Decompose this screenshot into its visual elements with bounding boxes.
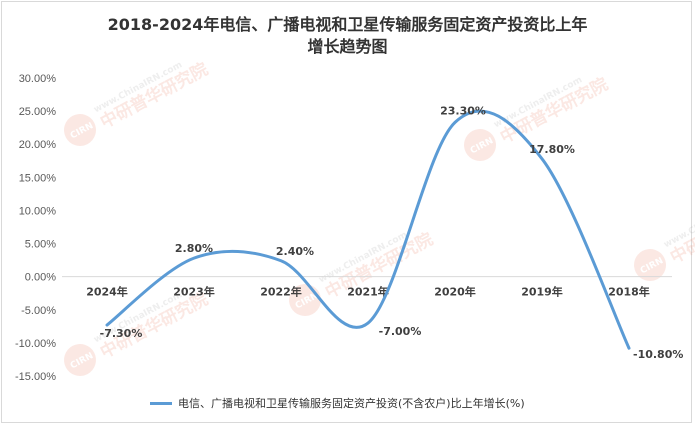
watermark-logo-icon <box>464 129 496 161</box>
chart-title-line2: 增长趋势图 <box>307 37 388 56</box>
data-label: 23.30% <box>440 104 486 117</box>
x-tick-label: 2018年 <box>608 285 650 299</box>
data-label: 17.80% <box>529 143 575 156</box>
data-label: -10.80% <box>633 348 683 361</box>
y-tick-label: -15.00% <box>15 371 56 383</box>
x-tick-label: 2019年 <box>521 285 563 299</box>
watermark-logo-icon <box>634 249 666 281</box>
y-tick-label: 20.00% <box>19 139 57 151</box>
data-label: 2.40% <box>276 245 314 258</box>
series-line <box>105 109 631 350</box>
y-tick-label: 15.00% <box>19 172 57 184</box>
y-tick-label: -10.00% <box>15 338 56 350</box>
watermark-logo-icon <box>64 344 96 376</box>
watermark-logo-icon <box>64 114 96 146</box>
y-tick-label: -5.00% <box>21 305 56 317</box>
legend-swatch <box>150 401 172 405</box>
data-label: -7.00% <box>379 325 422 338</box>
x-tick-label: 2020年 <box>434 285 476 299</box>
chart-title-line1: 2018-2024年电信、广播电视和卫星传输服务固定资产投资比上年 <box>107 15 588 34</box>
y-tick-label: 5.00% <box>25 239 56 251</box>
y-tick-label: 0.00% <box>25 272 56 284</box>
x-tick-label: 2024年 <box>86 285 128 299</box>
data-label: -7.30% <box>100 327 143 340</box>
data-labels: -7.30% 2.80% 2.40% -7.00% 23.30% 17.80% -10.80… <box>100 104 684 361</box>
y-tick-label: 30.00% <box>19 73 57 85</box>
chart-title: 2018-2024年电信、广播电视和卫星传输服务固定资产投资比上年 增长趋势图 <box>2 14 693 58</box>
x-tick-label: 2022年 <box>260 285 302 299</box>
y-tick-label: 25.00% <box>19 106 57 118</box>
x-tick-label: 2023年 <box>173 285 215 299</box>
y-tick-label: 10.00% <box>19 205 57 217</box>
x-axis: 2024年 2023年 2022年 2021年 2020年 2019年 2018年 <box>86 285 650 299</box>
x-tick-label: 2021年 <box>347 285 389 299</box>
legend: 电信、广播电视和卫星传输服务固定资产投资(不含农户)比上年增长(%) <box>150 394 525 412</box>
y-axis: 30.00% 25.00% 20.00% 15.00% 10.00% 5.00% 0.00%… <box>15 73 56 383</box>
data-label: 2.80% <box>175 242 213 255</box>
legend-label: 电信、广播电视和卫星传输服务固定资产投资(不含农户)比上年增长(%) <box>178 397 525 410</box>
